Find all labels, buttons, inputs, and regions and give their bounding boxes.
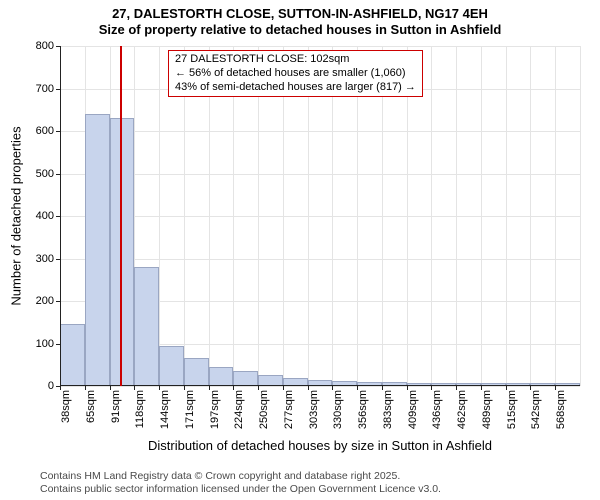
- xtick-label: 303sqm: [308, 390, 320, 429]
- gridline-v: [580, 46, 581, 386]
- gridline-h: [60, 259, 580, 260]
- xtick-label: 515sqm: [506, 390, 518, 429]
- xtick-label: 250sqm: [258, 390, 270, 429]
- xtick-label: 436sqm: [431, 390, 443, 429]
- histogram-bar: [85, 114, 110, 386]
- y-axis-line: [60, 46, 61, 386]
- marker-line: [120, 46, 122, 386]
- xtick-label: 462sqm: [456, 390, 468, 429]
- x-axis-line: [60, 385, 580, 386]
- histogram-bar: [159, 346, 184, 386]
- histogram-bar: [60, 324, 85, 386]
- chart-header: 27, DALESTORTH CLOSE, SUTTON-IN-ASHFIELD…: [0, 0, 600, 39]
- xtick-label: 277sqm: [283, 390, 295, 429]
- xtick-label: 144sqm: [159, 390, 171, 429]
- callout-line-1: 27 DALESTORTH CLOSE: 102sqm: [175, 53, 416, 67]
- gridline-v: [506, 46, 507, 386]
- histogram-bar: [209, 367, 234, 386]
- xtick-label: 489sqm: [481, 390, 493, 429]
- gridline-v: [481, 46, 482, 386]
- xtick-label: 91sqm: [110, 390, 122, 423]
- gridline-h: [60, 216, 580, 217]
- gridline-h: [60, 386, 580, 387]
- histogram-bar: [184, 358, 209, 386]
- gridline-v: [456, 46, 457, 386]
- gridline-h: [60, 46, 580, 47]
- title-line-1: 27, DALESTORTH CLOSE, SUTTON-IN-ASHFIELD…: [0, 6, 600, 22]
- footer-line-1: Contains HM Land Registry data © Crown c…: [40, 470, 441, 483]
- xtick-label: 356sqm: [357, 390, 369, 429]
- chart-container: 27, DALESTORTH CLOSE, SUTTON-IN-ASHFIELD…: [0, 0, 600, 500]
- xtick-label: 330sqm: [332, 390, 344, 429]
- title-line-2: Size of property relative to detached ho…: [0, 22, 600, 38]
- callout-line-2: ← 56% of detached houses are smaller (1,…: [175, 67, 416, 81]
- xtick-label: 171sqm: [184, 390, 196, 429]
- xtick-label: 224sqm: [233, 390, 245, 429]
- xtick-label: 409sqm: [407, 390, 419, 429]
- xtick-label: 65sqm: [85, 390, 97, 423]
- x-axis-label: Distribution of detached houses by size …: [148, 438, 492, 453]
- gridline-v: [159, 46, 160, 386]
- histogram-bar: [110, 118, 135, 386]
- xtick-label: 118sqm: [134, 390, 146, 428]
- xtick-label: 197sqm: [209, 390, 221, 429]
- y-axis-label: Number of detached properties: [9, 126, 24, 305]
- xtick-label: 568sqm: [555, 390, 567, 429]
- xtick-label: 38sqm: [60, 390, 72, 423]
- gridline-h: [60, 174, 580, 175]
- xtick-label: 542sqm: [530, 390, 542, 429]
- chart-footer: Contains HM Land Registry data © Crown c…: [40, 470, 441, 496]
- footer-line-2: Contains public sector information licen…: [40, 483, 441, 496]
- gridline-v: [555, 46, 556, 386]
- marker-callout: 27 DALESTORTH CLOSE: 102sqm← 56% of deta…: [168, 50, 423, 97]
- gridline-h: [60, 131, 580, 132]
- callout-line-3: 43% of semi-detached houses are larger (…: [175, 81, 416, 95]
- gridline-v: [530, 46, 531, 386]
- histogram-bar: [233, 371, 258, 386]
- gridline-v: [431, 46, 432, 386]
- histogram-bar: [134, 267, 159, 386]
- xtick-label: 383sqm: [382, 390, 394, 429]
